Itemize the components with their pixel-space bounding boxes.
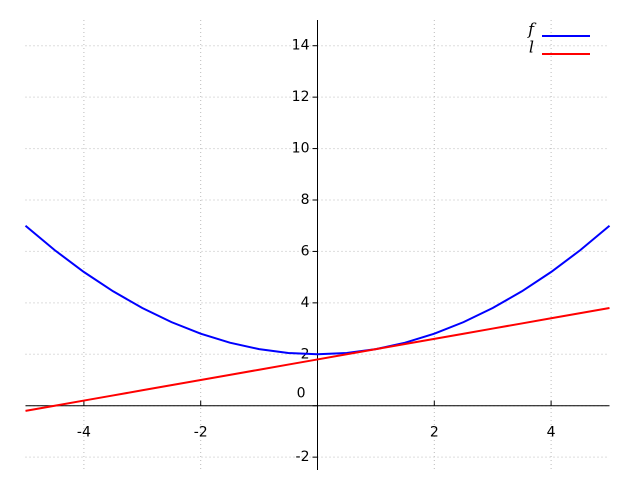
- x-tick-label: -4: [77, 425, 91, 441]
- x-tick-label: 4: [547, 425, 556, 441]
- line: [25, 307, 610, 412]
- x-tick-label: 2: [430, 425, 439, 441]
- legend-label: f: [527, 20, 537, 39]
- y-tick-label: 12: [292, 89, 310, 105]
- y-tick-label: 6: [301, 243, 310, 259]
- y-tick-label: -2: [296, 449, 310, 465]
- y-tick-label: 8: [301, 192, 310, 208]
- legend-label: l: [529, 38, 534, 57]
- y-tick-label: 10: [292, 141, 310, 157]
- y-tick-label: 4: [301, 295, 310, 311]
- y-tick-label: 14: [292, 38, 310, 54]
- line: [24, 224, 611, 356]
- x-tick-label: -2: [194, 425, 208, 441]
- y-tick-label: 0: [297, 386, 306, 402]
